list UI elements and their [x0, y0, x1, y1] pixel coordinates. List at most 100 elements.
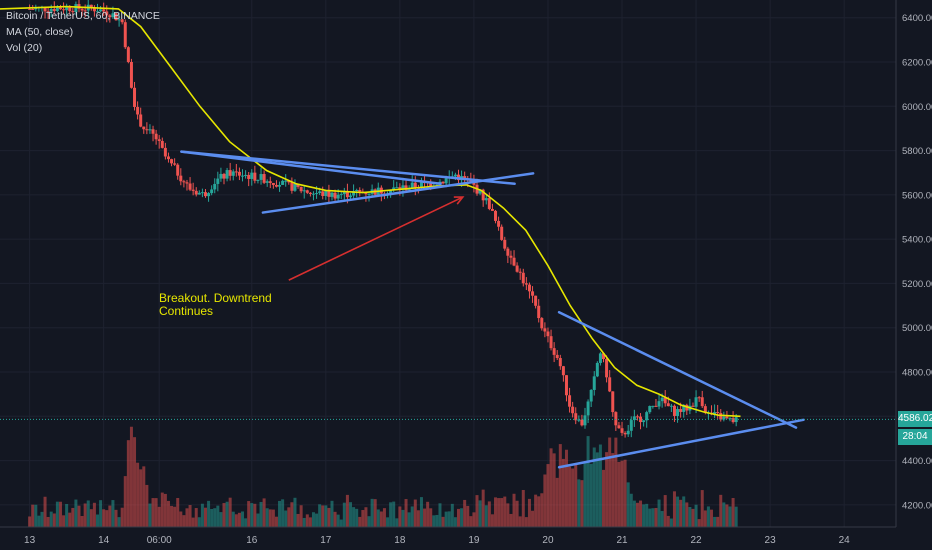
volume-bar	[497, 498, 501, 527]
volume-bar	[651, 508, 655, 527]
volume-bar	[373, 499, 377, 527]
volume-bar	[228, 497, 232, 527]
candle-body	[654, 405, 658, 407]
candle-body	[28, 8, 32, 10]
candle-body	[339, 194, 343, 196]
volume-bar	[475, 495, 479, 527]
candle-body	[583, 415, 587, 426]
candle-body	[92, 8, 96, 12]
volume-bar	[207, 500, 211, 527]
volume-bar	[154, 498, 158, 527]
time-tick-label: 21	[616, 535, 628, 546]
volume-bar	[564, 449, 568, 527]
volume-bar	[521, 489, 525, 527]
volume-bar	[555, 477, 559, 527]
time-tick-label: 13	[24, 535, 36, 546]
volume-bar	[500, 498, 504, 527]
volume-bar	[142, 466, 146, 527]
volume-bar	[672, 491, 676, 527]
candle-body	[512, 257, 516, 266]
volume-bar	[725, 504, 729, 527]
volume-bar	[404, 499, 408, 527]
candle-body	[367, 193, 371, 195]
volume-bar	[352, 507, 356, 527]
volume-bar	[435, 514, 439, 527]
candle-body	[108, 15, 112, 18]
candle-body	[614, 412, 618, 426]
volume-bar	[706, 506, 710, 527]
candle-body	[725, 416, 729, 419]
volume-bar	[188, 505, 192, 527]
volume-bar	[200, 503, 204, 527]
candle-body	[324, 190, 328, 196]
candle-body	[429, 182, 433, 187]
candle-body	[352, 191, 356, 196]
volume-bar	[413, 499, 417, 527]
candle-body	[558, 358, 562, 367]
annotation-line-2: Continues	[159, 304, 214, 318]
volume-bar	[617, 461, 621, 527]
candle-body	[534, 295, 538, 306]
volume-bar	[460, 508, 464, 527]
candle-body	[71, 11, 75, 13]
candle-body	[515, 265, 519, 272]
price-tick-label: 4800.00	[902, 368, 932, 379]
volume-bar	[58, 501, 62, 527]
ma-indicator-label[interactable]: MA (50, close)	[6, 26, 74, 38]
volume-bar	[537, 496, 541, 527]
candle-body	[672, 405, 676, 416]
arrow-shaft	[288, 196, 464, 281]
candle-body	[484, 198, 488, 201]
candle-body	[392, 187, 396, 190]
volume-bar	[31, 504, 35, 527]
candle-body	[703, 406, 707, 413]
annotation-arrow	[288, 196, 465, 281]
symbol-title[interactable]: Bitcoin / TetherUS, 60, BINANCE	[6, 10, 160, 22]
candle-body	[43, 6, 47, 12]
candle-body	[657, 401, 661, 407]
volume-bar	[311, 512, 315, 527]
candle-body	[234, 171, 238, 173]
candle-body	[413, 182, 417, 188]
trendline	[261, 172, 535, 214]
volume-indicator-label[interactable]: Vol (20)	[6, 42, 43, 54]
candle-body	[358, 189, 362, 192]
candle-body	[608, 377, 612, 392]
volume-bar	[645, 503, 649, 527]
volume-bar	[700, 490, 704, 527]
time-tick-label: 06:00	[147, 535, 172, 546]
candle-body	[102, 9, 106, 12]
candle-body	[404, 185, 408, 191]
candle-body	[133, 87, 137, 107]
price-axis[interactable]	[896, 0, 932, 527]
volume-bar	[549, 448, 553, 527]
candle-body	[453, 174, 457, 177]
volume-bar	[626, 482, 630, 527]
candle-body	[518, 271, 522, 273]
volume-bar	[83, 503, 87, 527]
annotation-text[interactable]: Breakout. Downtrend Continues	[159, 292, 272, 318]
candle-body	[364, 192, 368, 195]
volume-bar	[176, 497, 180, 527]
volume-bar	[74, 499, 78, 527]
volume-bar	[355, 508, 359, 527]
trendlines	[180, 150, 805, 469]
time-axis-labels: 13 14 06:00 16 17 18 19 20 21 22 23 24	[24, 535, 850, 546]
candle-body	[136, 106, 140, 115]
candle-body	[228, 170, 232, 176]
candle-body	[595, 362, 599, 377]
volume-bar	[580, 480, 584, 527]
volume-bar	[713, 516, 717, 527]
volume-bar	[197, 517, 201, 527]
volume-bar	[268, 509, 272, 527]
volume-bar	[185, 508, 189, 527]
volume-bar	[358, 516, 362, 527]
candle-body	[531, 291, 535, 296]
time-axis[interactable]	[0, 527, 932, 550]
volume-bar	[102, 509, 106, 527]
candle-body	[166, 156, 170, 160]
candle-body	[284, 180, 288, 182]
candle-body	[336, 194, 340, 199]
ma-50-line	[0, 5, 741, 418]
